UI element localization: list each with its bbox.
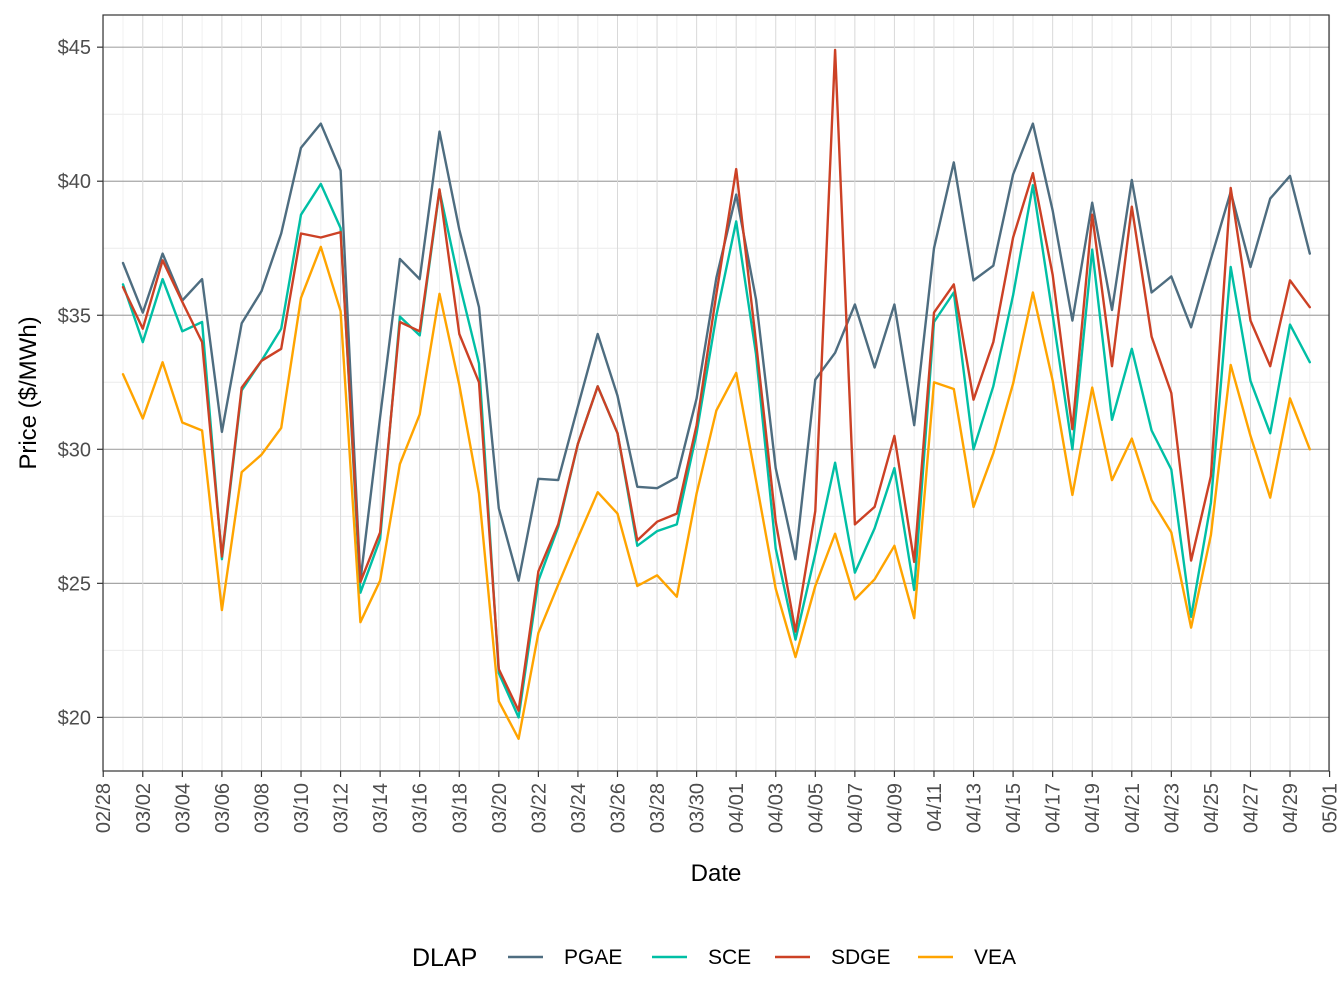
x-tick-label: 04/03 [766,783,788,833]
y-tick-label: $20 [58,707,91,729]
x-tick-label: 03/04 [172,783,194,833]
legend-label-sdge: SDGE [831,946,891,969]
minor-gridlines [103,15,1329,771]
x-tick-label: 04/11 [924,783,946,832]
y-tick-label: $30 [58,439,91,461]
series-line-sce [121,182,1312,719]
legend-label-pgae: PGAE [564,946,622,969]
y-axis: $20 $25 $30 $35 $40 $45 [58,37,103,729]
series-line-pgae [121,122,1312,582]
x-tick-label: 03/06 [212,783,234,833]
x-tick-label: 03/28 [647,783,669,833]
y-tick-label: $45 [58,37,91,59]
x-tick-label: 04/21 [1122,783,1144,833]
x-tick-label: 03/02 [133,783,155,833]
series-lines [121,48,1312,740]
series-line-vea [121,245,1312,740]
x-tick-label: 04/25 [1201,783,1223,833]
x-tick-label: 04/29 [1280,783,1302,833]
x-tick-label: 03/24 [568,783,590,833]
x-tick-label: 03/26 [608,783,630,833]
y-tick-label: $25 [58,573,91,595]
x-tick-label: 04/15 [1003,783,1025,833]
x-tick-label: 02/28 [93,783,115,833]
x-tick-label: 03/12 [331,783,353,833]
legend-label-vea: VEA [974,946,1016,969]
x-tick-label: 03/16 [410,783,432,833]
x-tick-label: 03/30 [687,783,709,833]
y-tick-label: $40 [58,171,91,193]
y-axis-title: Price ($/MWh) [15,316,42,469]
x-tick-label: 04/05 [805,783,827,833]
x-axis-title: Date [691,860,742,887]
x-tick-label: 03/10 [291,783,313,833]
series-line-sdge [121,48,1312,712]
x-tick-label: 05/01 [1320,783,1342,833]
x-tick-label: 03/20 [489,783,511,833]
major-gridlines [102,15,1331,771]
legend-title: DLAP [412,944,477,972]
x-tick-label: 03/14 [370,783,392,833]
x-tick-label: 04/19 [1082,783,1104,833]
x-tick-label: 04/07 [845,783,867,833]
x-tick-label: 04/17 [1043,783,1065,833]
x-tick-label: 03/22 [528,783,550,833]
x-tick-label: 03/08 [251,783,273,833]
x-tick-label: 04/01 [726,783,748,833]
y-tick-label: $35 [58,305,91,327]
panel-border [102,14,1330,772]
x-tick-label: 04/09 [884,783,906,833]
x-tick-label: 03/18 [449,783,471,833]
legend: DLAP PGAE SCE SDGE VEA [412,944,1016,972]
x-tick-label: 04/23 [1161,783,1183,833]
x-tick-label: 04/27 [1240,783,1262,833]
x-tick-label: 04/13 [964,783,986,833]
x-axis: 02/28 03/02 03/04 03/06 03/08 03/10 03/12 03/14… [93,771,1342,833]
legend-label-sce: SCE [708,946,751,969]
